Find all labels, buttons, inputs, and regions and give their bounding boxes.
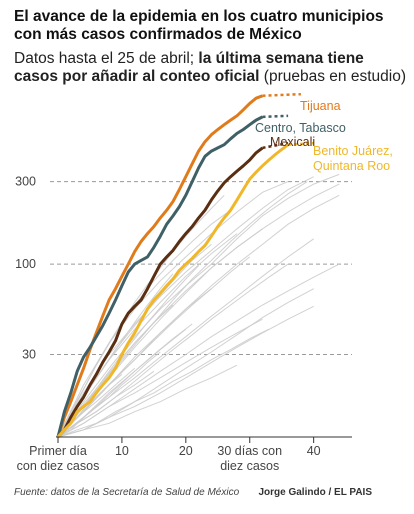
series-provisional-mexicali <box>262 141 289 150</box>
source-note: Fuente: datos de la Secretaría de Salud … <box>14 487 240 498</box>
background-line-21 <box>57 263 289 438</box>
background-line-26 <box>57 194 225 438</box>
x-tick-30-line-1: diez casos <box>220 459 279 473</box>
series-line-centro <box>56 115 264 438</box>
series-label-tijuana: Tijuana <box>300 99 341 113</box>
background-line-11 <box>57 318 263 438</box>
series-provisional-benito <box>288 141 314 146</box>
series-label-mexicali: Mexicali <box>270 135 315 149</box>
background-line-29 <box>57 305 314 438</box>
subtitle-text-1: Datos hasta el 25 de abril; <box>14 50 199 67</box>
background-line-24 <box>57 351 161 438</box>
chart-title: El avance de la epidemia en los cuatro m… <box>14 8 384 43</box>
y-tick-30: 30 <box>22 347 36 361</box>
series-label-centro: Centro, Tabasco <box>255 121 346 135</box>
background-line-28 <box>57 183 340 438</box>
y-axis-ticks: 30 100 300 <box>15 175 36 362</box>
x-tick-10-line-0: 10 <box>115 444 129 458</box>
background-municipality-lines <box>57 173 340 438</box>
y-tick-300: 300 <box>15 175 36 189</box>
chart-subtitle: Datos hasta el 25 de abril; la última se… <box>14 50 409 86</box>
background-line-0 <box>57 173 340 438</box>
credit-note: Jorge Galindo / EL PAIS <box>258 487 372 498</box>
x-tick-30-line-0: 30 días con <box>217 444 282 458</box>
series-label-benito: Benito Juárez, <box>313 144 393 158</box>
series-label-benito-line2: Quintana Roo <box>313 159 390 173</box>
gridlines <box>50 181 352 355</box>
x-tick-0-line-0: Primer día <box>29 444 87 458</box>
subtitle-text-2: (pruebas en estudio) <box>259 68 406 85</box>
x-tick-0-line-1: con diez casos <box>17 459 100 473</box>
series-provisional-tijuana <box>262 92 301 98</box>
background-line-20 <box>57 328 270 438</box>
series-provisional-centro <box>262 114 289 119</box>
x-tick-40-line-0: 40 <box>307 444 321 458</box>
background-line-12 <box>57 364 238 438</box>
x-tick-20-line-0: 20 <box>179 444 193 458</box>
y-tick-100: 100 <box>15 257 36 271</box>
subtitle-emphasis: la última semana tiene casos por añadir … <box>14 50 364 85</box>
series-line-benito <box>56 143 289 438</box>
highlighted-series <box>56 92 314 438</box>
background-line-3 <box>57 181 289 438</box>
background-line-4 <box>57 263 340 438</box>
series-line-mexicali <box>56 146 264 438</box>
